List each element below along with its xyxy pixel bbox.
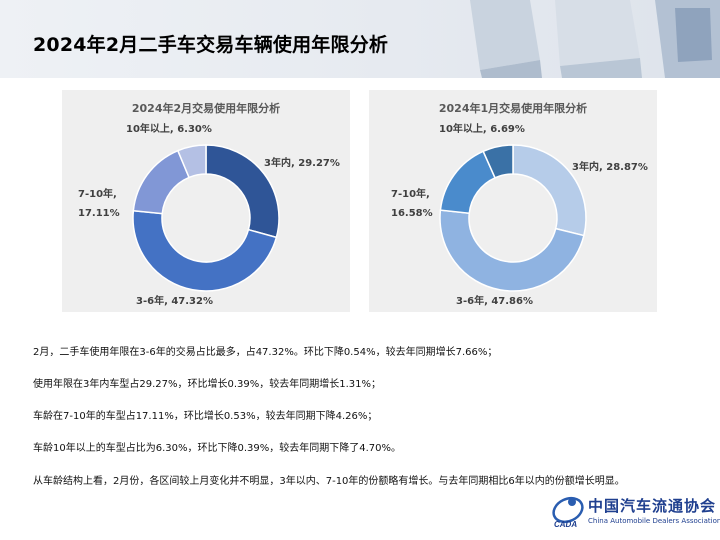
donut-slice-1 bbox=[512, 144, 587, 237]
cada-logo-mark: CADA bbox=[552, 496, 584, 529]
chart-title: 2024年2月交易使用年限分析 bbox=[131, 102, 281, 115]
chart-panel-february: 2024年2月交易使用年限分析 3年内, 29.27% 3-6年, 47.32%… bbox=[62, 90, 350, 312]
note-line: 2月，二手车使用年限在3-6年的交易占比最多，占47.32%。环比下降0.54%… bbox=[33, 347, 498, 358]
header-banner bbox=[0, 0, 720, 78]
slice-label-10yr-plus: 10年以上, 6.30% bbox=[126, 124, 212, 135]
page-title: 2024年2月二手车交易车辆使用年限分析 bbox=[33, 34, 389, 56]
slice-label-7-10yr-value: 17.11% bbox=[78, 208, 120, 219]
donut-chart-february bbox=[132, 144, 280, 292]
donut-chart-january bbox=[439, 144, 587, 292]
slice-label-3-6yr: 3-6年, 47.32% bbox=[136, 296, 213, 307]
chart-title: 2024年1月交易使用年限分析 bbox=[438, 102, 588, 115]
donut-slice-2 bbox=[439, 209, 585, 292]
cada-mark-text: CADA bbox=[554, 520, 577, 529]
donut-slice-2 bbox=[132, 209, 278, 292]
donut-slice-4 bbox=[482, 144, 514, 179]
slice-label-3yr: 3年内, 29.27% bbox=[264, 158, 340, 169]
note-line: 车龄在7-10年的车型占17.11%，环比增长0.53%，较去年同期下降4.26… bbox=[33, 411, 378, 422]
note-line: 车龄10年以上的车型占比为6.30%，环比下降0.39%，较去年同期下降了4.7… bbox=[33, 443, 402, 454]
chart-panel-january: 2024年1月交易使用年限分析 3年内, 28.87% 3-6年, 47.86%… bbox=[369, 90, 657, 312]
slice-label-3yr: 3年内, 28.87% bbox=[572, 162, 648, 173]
slice-label-7-10yr: 7-10年, bbox=[78, 189, 117, 200]
note-line: 从车龄结构上看，2月份，各区间较上月变化并不明显，3年以内、7-10年的份额略有… bbox=[33, 476, 625, 487]
slice-label-10yr-plus: 10年以上, 6.69% bbox=[439, 124, 525, 135]
slice-label-7-10yr-value: 16.58% bbox=[391, 208, 433, 219]
logo-name-en: China Automobile Dealers Association bbox=[588, 517, 720, 525]
logo-name-cn: 中国汽车流通协会 bbox=[588, 497, 717, 515]
donut-slice-4 bbox=[176, 144, 207, 179]
donut-slice-3 bbox=[132, 149, 191, 215]
decorative-cubes-image bbox=[470, 0, 720, 78]
note-line: 使用年限在3年内车型占29.27%，环比增长0.39%，较去年同期增长1.31%… bbox=[33, 379, 382, 390]
slice-label-7-10yr: 7-10年, bbox=[391, 189, 430, 200]
slice-label-3-6yr: 3-6年, 47.86% bbox=[456, 296, 533, 307]
cada-logo: CADA 中国汽车流通协会 China Automobile Dealers A… bbox=[548, 494, 720, 530]
